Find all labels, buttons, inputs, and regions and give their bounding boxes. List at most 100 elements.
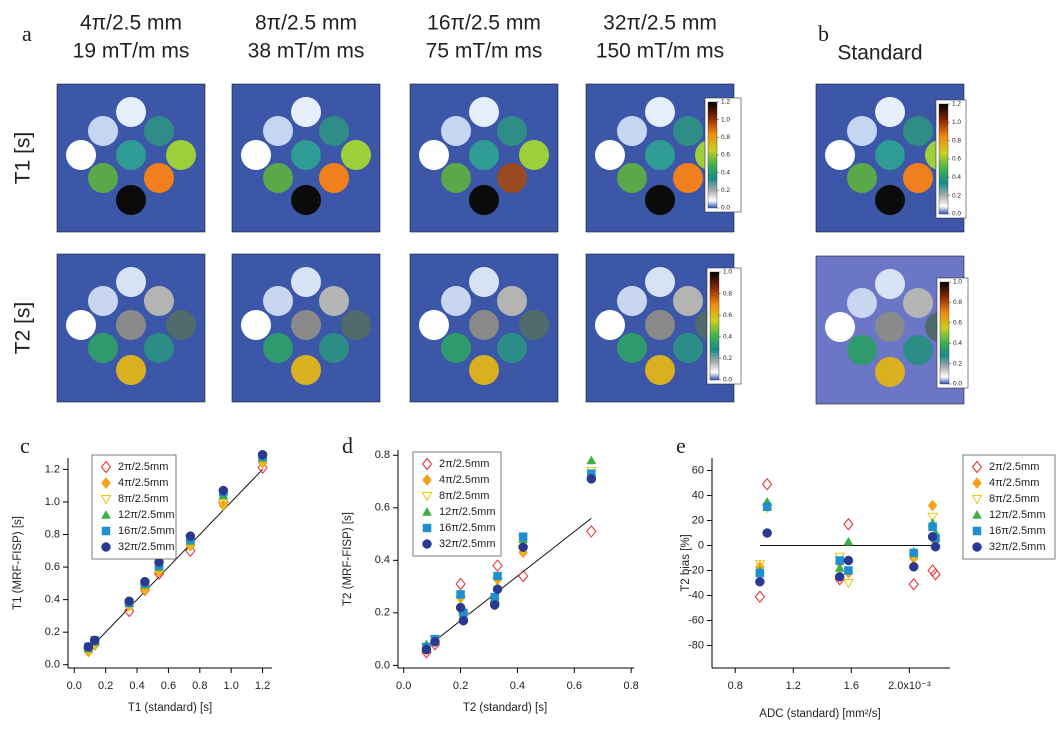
colorbar	[940, 282, 949, 384]
phantom-vial	[903, 288, 933, 318]
colorbar-tick-label: 1.0	[723, 269, 732, 276]
colorbar-tick-label: 0.6	[953, 320, 962, 327]
phantom-vial	[116, 267, 146, 297]
phantom-vial	[617, 163, 647, 193]
colorbar-tick-label: 1.0	[721, 116, 730, 123]
phantom-vial	[645, 267, 675, 297]
colorbar-tick-label: 0.6	[723, 312, 732, 319]
y-axis-title: T1 (MRF-FISP) [s]	[12, 516, 24, 610]
phantom-vial	[291, 140, 321, 170]
phantom-vial	[903, 163, 933, 193]
data-point	[928, 532, 937, 541]
x-tick-label: 2.0x10⁻³	[888, 680, 931, 692]
phantom-vial	[144, 116, 174, 146]
legend-label: 2π/2.5mm	[989, 461, 1039, 473]
phantom-vial	[497, 333, 527, 363]
colorbar-tick-label: 0.2	[953, 360, 962, 367]
phantom-vial	[291, 185, 321, 215]
colorbar-tick-label: 0.4	[953, 340, 962, 347]
y-tick-label: 0.6	[45, 561, 60, 573]
phantom-vial	[166, 310, 196, 340]
y-tick-label: 0.0	[45, 659, 60, 671]
row-label: T1 [s]	[12, 132, 35, 185]
column-header: 32π/2.5 mm	[603, 12, 717, 35]
legend-label: 32π/2.5mm	[989, 541, 1046, 553]
phantom-vial	[645, 355, 675, 385]
phantom-vial	[291, 310, 321, 340]
colorbar	[939, 104, 948, 214]
y-tick-label: 40	[692, 489, 704, 501]
data-point	[430, 637, 439, 646]
phantom-vial	[441, 286, 471, 316]
x-tick-label: 0.8	[192, 680, 207, 692]
y-tick-label: 1.2	[45, 463, 60, 475]
colorbar-tick-label: 0.8	[953, 299, 962, 306]
phantom-vial	[263, 116, 293, 146]
colorbar-tick-label: 0.4	[723, 334, 732, 341]
legend-label: 12π/2.5mm	[439, 506, 496, 518]
data-point	[140, 577, 149, 586]
y-axis-title: T2 (MRF-FISP) [s]	[342, 512, 354, 606]
column-header: 8π/2.5 mm	[255, 12, 357, 35]
phantom-vial	[469, 97, 499, 127]
data-point	[844, 556, 853, 565]
data-point	[929, 523, 937, 531]
phantom-vial	[116, 185, 146, 215]
x-axis-title: T1 (standard) [s]	[128, 702, 212, 714]
data-point	[909, 562, 918, 571]
legend-label: 4π/2.5mm	[118, 477, 168, 489]
colorbar-tick-label: 0.0	[721, 205, 730, 212]
colorbar-tick-label: 0.2	[721, 187, 730, 194]
legend-label: 32π/2.5mm	[439, 538, 496, 550]
x-tick-label: 0.0	[67, 680, 82, 692]
data-point	[587, 474, 596, 483]
phantom-vial	[645, 185, 675, 215]
colorbar-tick-label: 0.8	[721, 134, 730, 141]
phantom-vial	[88, 286, 118, 316]
legend-label: 8π/2.5mm	[118, 493, 168, 505]
x-tick-label: 0.6	[567, 680, 582, 692]
phantom-vial	[144, 286, 174, 316]
colorbar-tick-label: 0.6	[952, 156, 961, 163]
data-point	[756, 569, 764, 577]
phantom-vial	[875, 312, 905, 342]
legend-marker	[973, 543, 982, 552]
data-point	[186, 532, 195, 541]
colorbar-tick-label: 1.2	[952, 101, 961, 108]
legend-marker	[973, 527, 981, 535]
data-point	[763, 479, 772, 490]
legend-label: 32π/2.5mm	[118, 541, 175, 553]
phantom-vial	[645, 97, 675, 127]
x-tick-label: 1.6	[844, 680, 859, 692]
legend-label: 16π/2.5mm	[439, 522, 496, 534]
column-header: 16π/2.5 mm	[427, 12, 541, 35]
phantom-vial	[291, 355, 321, 385]
data-point	[125, 597, 134, 606]
panel-letter: c	[20, 433, 30, 458]
data-point	[587, 526, 596, 537]
y-tick-label: 0.0	[375, 659, 390, 671]
data-point	[491, 593, 499, 601]
phantom-vial	[469, 140, 499, 170]
phantom-vial	[144, 163, 174, 193]
legend-marker	[102, 543, 111, 552]
data-point	[755, 577, 764, 586]
legend-marker	[423, 540, 432, 549]
phantom-vial	[441, 116, 471, 146]
phantom-vial	[241, 310, 271, 340]
phantom-vial	[144, 333, 174, 363]
phantom-vial	[116, 355, 146, 385]
data-point	[493, 560, 502, 571]
y-tick-label: 0.8	[45, 528, 60, 540]
phantom-vial	[875, 140, 905, 170]
phantom-vial	[595, 140, 625, 170]
row-label: T2 [s]	[12, 302, 35, 355]
data-point	[587, 456, 596, 464]
x-axis-title: T2 (standard) [s]	[463, 702, 547, 714]
phantom-vial	[825, 140, 855, 170]
phantom-vial	[469, 355, 499, 385]
data-point	[844, 580, 853, 588]
data-point	[493, 585, 502, 594]
y-tick-label: 20	[692, 514, 704, 526]
phantom-vial	[847, 288, 877, 318]
